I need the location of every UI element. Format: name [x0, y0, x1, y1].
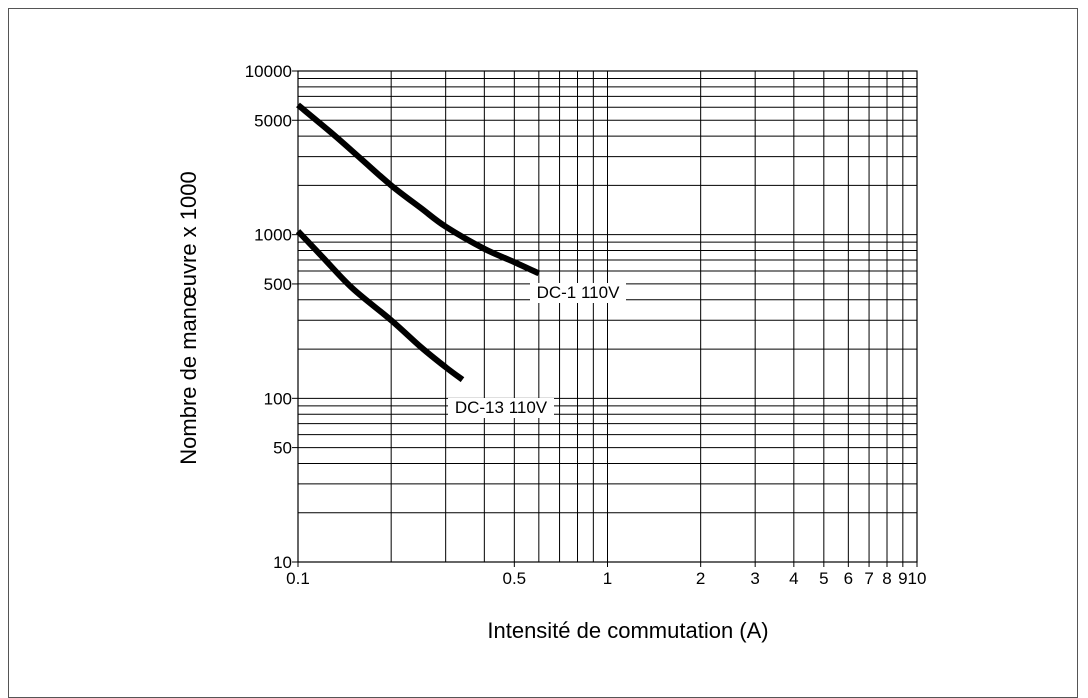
- x-tick-label: 2: [696, 569, 705, 588]
- series-label-bg: [448, 398, 554, 418]
- x-tick-label: 0.5: [503, 569, 527, 588]
- curves: DC-1 110V DC-13 110V: [295, 102, 626, 418]
- x-tick-label: 10: [908, 569, 927, 588]
- y-tick-label: 500: [264, 275, 292, 294]
- series-label: DC-1 110V: [537, 283, 620, 302]
- x-tick-label: 9: [898, 569, 907, 588]
- series-label: DC-13 110V: [455, 398, 548, 417]
- x-axis-title: Intensité de commutation (A): [487, 618, 768, 643]
- y-axis-title: Nombre de manœuvre x 1000: [176, 171, 201, 464]
- y-tick-label: 100: [264, 389, 292, 408]
- grid: [292, 70, 918, 567]
- x-tick-label: 8: [882, 569, 891, 588]
- x-tick-label: 6: [844, 569, 853, 588]
- x-tick-label: 0.1: [286, 569, 310, 588]
- series-line-dc-1-110v: [296, 102, 541, 277]
- series-label-bg: [530, 283, 626, 303]
- y-tick-label: 5000: [254, 111, 292, 130]
- x-tick-label: 5: [819, 569, 828, 588]
- y-tick-label: 10000: [245, 62, 292, 81]
- x-tick-label: 7: [864, 569, 873, 588]
- y-tick-label: 50: [273, 439, 292, 458]
- x-tick-label: 4: [789, 569, 798, 588]
- series-line-dc-13-110v: [295, 229, 465, 383]
- y-tick-label: 10: [273, 553, 292, 572]
- y-tick-label: 1000: [254, 226, 292, 245]
- x-tick-label: 1: [603, 569, 612, 588]
- x-tick-label: 3: [750, 569, 759, 588]
